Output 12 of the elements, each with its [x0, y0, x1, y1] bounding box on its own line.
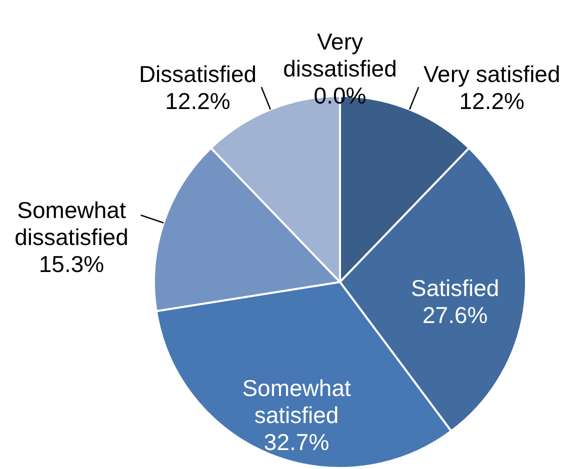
slice-label: Somewhat satisfied [242, 374, 352, 428]
data-label: 12.2% [165, 88, 230, 114]
slice-label: Dissatisfied [138, 60, 257, 87]
data-label: 27.6% [422, 302, 488, 328]
data-label: 15.3% [38, 251, 104, 278]
slice-label: Satisfied [410, 275, 500, 302]
category-label: Very dissatisfied [283, 28, 397, 82]
text: 0.0% [314, 82, 366, 108]
slice-label: Very satisfied [423, 60, 560, 87]
data-label: 32.7% [264, 428, 330, 455]
data-label: 12.2% [459, 88, 524, 114]
slice-label: Somewhat dissatisfied [14, 197, 128, 250]
